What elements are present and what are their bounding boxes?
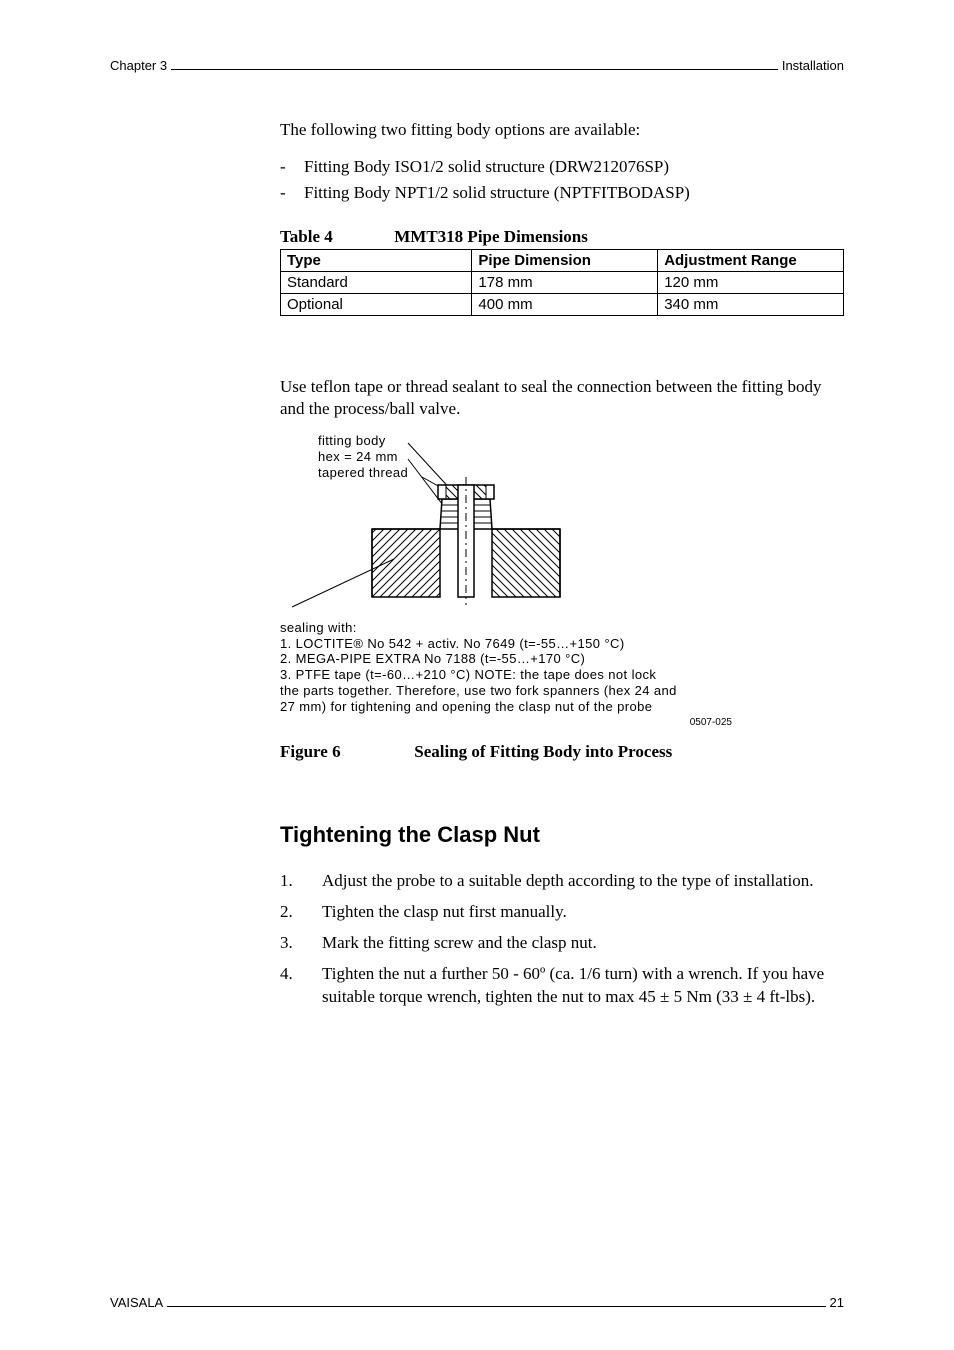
sealing-line: the parts together. Therefore, use two f… — [280, 683, 844, 699]
table4-caption: Table 4 MMT318 Pipe Dimensions — [280, 227, 844, 247]
table-title: MMT318 Pipe Dimensions — [394, 227, 588, 246]
step-item: Tighten the nut a further 50 - 60º (ca. … — [280, 963, 844, 1009]
table-header: Adjustment Range — [658, 250, 844, 272]
table-cell: Standard — [281, 272, 472, 294]
footer-left: VAISALA — [110, 1295, 163, 1310]
label-hex: hex = 24 mm — [318, 449, 398, 464]
figure-title: Sealing of Fitting Body into Process — [414, 742, 672, 761]
step-item: Adjust the probe to a suitable depth acc… — [280, 870, 844, 893]
table-header: Type — [281, 250, 472, 272]
fitting-body-options-list: Fitting Body ISO1/2 solid structure (DRW… — [280, 154, 844, 205]
list-item: Fitting Body ISO1/2 solid structure (DRW… — [280, 154, 844, 180]
page-footer: VAISALA 21 — [110, 1295, 844, 1310]
step-item: Mark the fitting screw and the clasp nut… — [280, 932, 844, 955]
sealing-notes: sealing with: 1. LOCTITE® No 542 + activ… — [280, 620, 844, 715]
table-cell: 340 mm — [658, 294, 844, 316]
figure6-caption: Figure 6 Sealing of Fitting Body into Pr… — [280, 742, 844, 762]
list-item: Fitting Body NPT1/2 solid structure (NPT… — [280, 180, 844, 206]
table-cell: 178 mm — [472, 272, 658, 294]
fitting-body-diagram: fitting body hex = 24 mm tapered thread — [280, 433, 700, 611]
label-fitting-body: fitting body — [318, 433, 386, 448]
pipe-dimensions-table: Type Pipe Dimension Adjustment Range Sta… — [280, 249, 844, 316]
running-head: Chapter 3 Installation — [110, 58, 844, 73]
table-header: Pipe Dimension — [472, 250, 658, 272]
running-head-rule — [171, 69, 778, 70]
label-tapered-thread: tapered thread — [318, 465, 408, 480]
figure6-drawing: fitting body hex = 24 mm tapered thread — [280, 433, 844, 728]
table-cell: 120 mm — [658, 272, 844, 294]
sealing-line: 2. MEGA-PIPE EXTRA No 7188 (t=-55…+170 °… — [280, 651, 844, 667]
running-head-left: Chapter 3 — [110, 58, 167, 73]
step-item: Tighten the clasp nut first manually. — [280, 901, 844, 924]
sealing-line: 3. PTFE tape (t=-60…+210 °C) NOTE: the t… — [280, 667, 844, 683]
sealing-heading: sealing with: — [280, 620, 844, 636]
table-number: Table 4 — [280, 227, 390, 247]
footer-page-number: 21 — [830, 1295, 844, 1310]
figure-id: 0507-025 — [280, 717, 844, 728]
figure-number: Figure 6 — [280, 742, 410, 762]
table-row: Optional 400 mm 340 mm — [281, 294, 844, 316]
running-head-right: Installation — [782, 58, 844, 73]
teflon-paragraph: Use teflon tape or thread sealant to sea… — [280, 376, 844, 419]
intro-paragraph: The following two fitting body options a… — [280, 119, 844, 140]
section-heading: Tightening the Clasp Nut — [280, 822, 844, 848]
table-header-row: Type Pipe Dimension Adjustment Range — [281, 250, 844, 272]
table-cell: 400 mm — [472, 294, 658, 316]
steps-list: Adjust the probe to a suitable depth acc… — [280, 870, 844, 1009]
sealing-line: 27 mm) for tightening and opening the cl… — [280, 699, 844, 715]
sealing-line: 1. LOCTITE® No 542 + activ. No 7649 (t=-… — [280, 636, 844, 652]
footer-rule — [167, 1306, 825, 1307]
table-cell: Optional — [281, 294, 472, 316]
table-row: Standard 178 mm 120 mm — [281, 272, 844, 294]
